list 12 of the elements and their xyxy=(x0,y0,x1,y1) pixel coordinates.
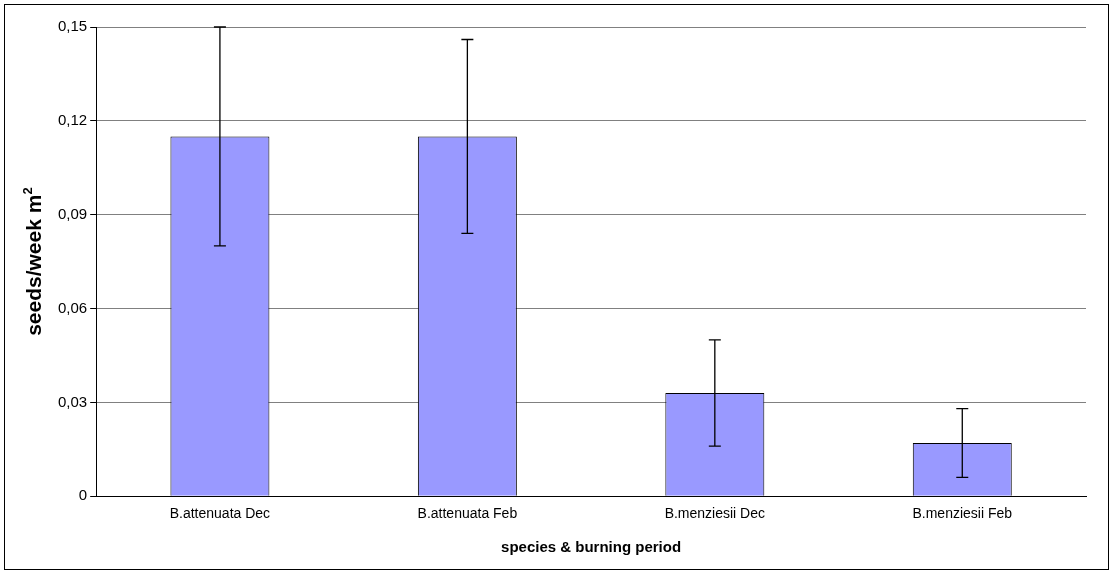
x-tick-label: B.menziesii Feb xyxy=(912,505,1013,522)
x-tick-label: B.attenuata Dec xyxy=(169,505,271,522)
y-tick-label: 0,06 xyxy=(57,298,88,316)
y-axis-title: seeds/week m2 xyxy=(19,187,45,336)
y-tick-label: 0,03 xyxy=(57,392,88,410)
x-tick-label: B.menziesii Dec xyxy=(664,505,766,522)
y-tick-label: 0,12 xyxy=(57,110,88,128)
x-axis-title: species & burning period xyxy=(501,538,682,556)
x-tick-label: B.attenuata Feb xyxy=(417,505,518,522)
y-tick-label: 0,09 xyxy=(57,204,88,222)
y-tick-label: 0 xyxy=(78,486,88,504)
y-tick-label: 0,15 xyxy=(57,17,88,35)
